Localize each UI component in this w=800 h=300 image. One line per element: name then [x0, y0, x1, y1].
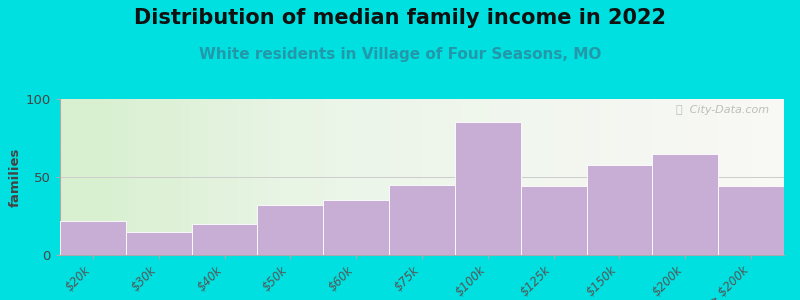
- Bar: [652, 154, 718, 255]
- Bar: [718, 186, 784, 255]
- Bar: [389, 185, 455, 255]
- Bar: [521, 186, 586, 255]
- Bar: [586, 164, 652, 255]
- Bar: [192, 224, 258, 255]
- Bar: [258, 205, 323, 255]
- Text: ⓘ  City-Data.com: ⓘ City-Data.com: [676, 105, 770, 115]
- Bar: [60, 221, 126, 255]
- Text: White residents in Village of Four Seasons, MO: White residents in Village of Four Seaso…: [199, 46, 601, 62]
- Text: Distribution of median family income in 2022: Distribution of median family income in …: [134, 8, 666, 28]
- Bar: [126, 232, 192, 255]
- Bar: [455, 122, 521, 255]
- Y-axis label: families: families: [9, 147, 22, 207]
- Bar: [323, 200, 389, 255]
